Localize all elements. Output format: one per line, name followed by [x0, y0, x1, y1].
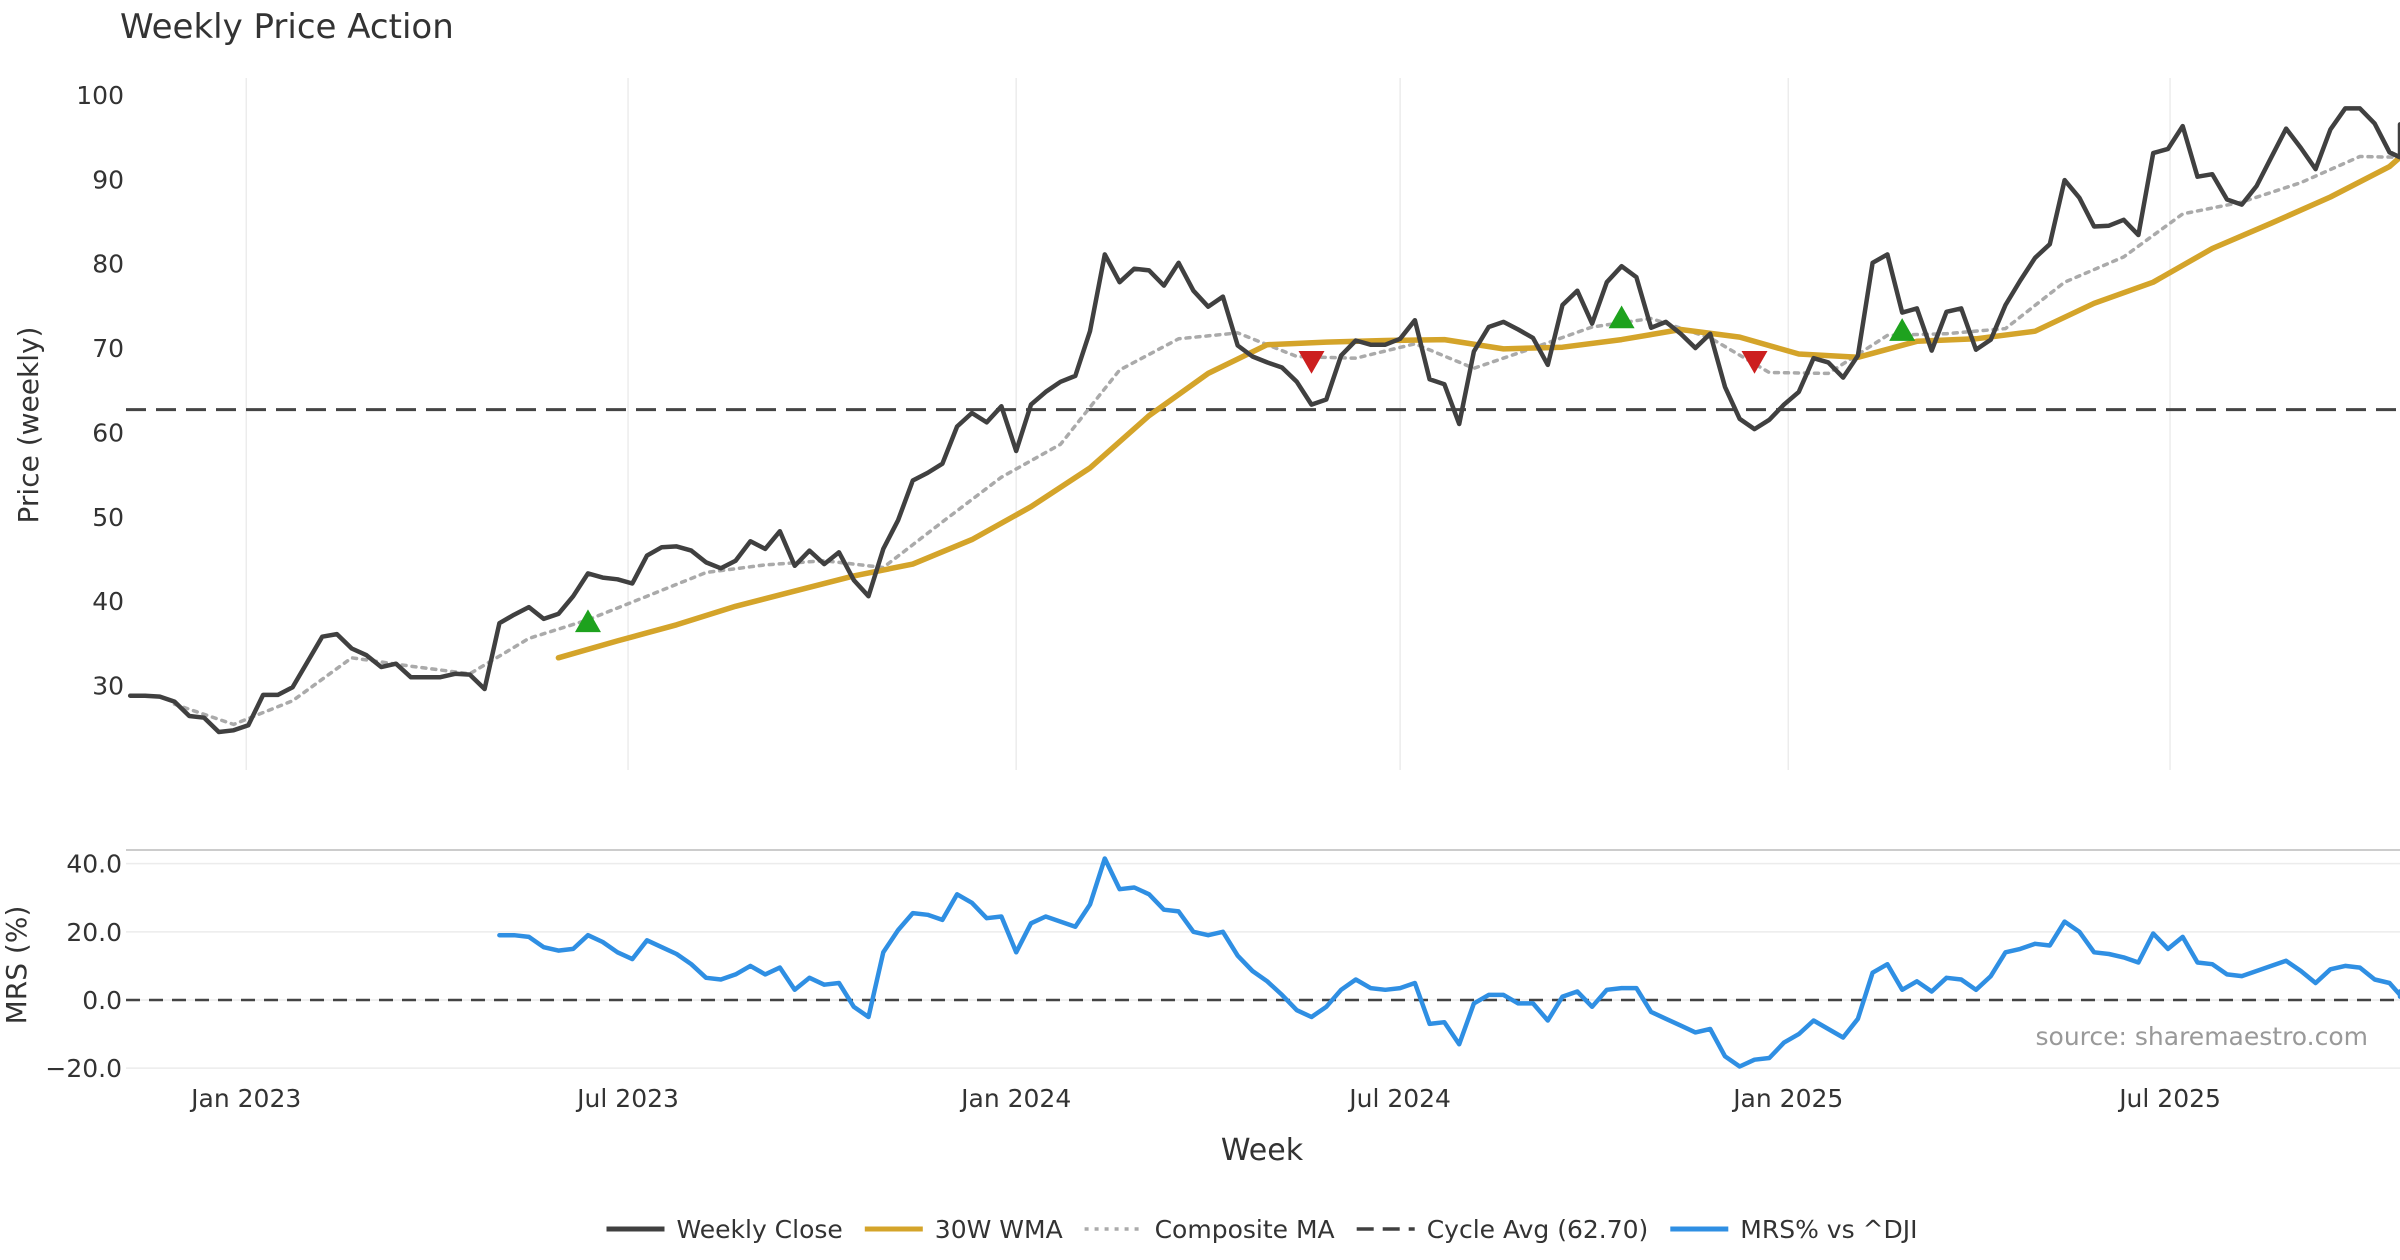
sell-signal-marker-3 — [1741, 350, 1768, 374]
legend-item-0: Weekly Close — [606, 1215, 843, 1244]
main-y-axis-label: Price (weekly) — [12, 327, 45, 524]
main-y-tick-3: 60 — [92, 418, 124, 447]
mrs-y-tick-2: 0.0 — [82, 986, 122, 1015]
x-axis-label: Week — [1221, 1133, 1304, 1168]
legend-item-3: Cycle Avg (62.70) — [1356, 1215, 1649, 1244]
legend-label-4: MRS% vs ^DJI — [1740, 1215, 1917, 1244]
main-y-tick-0: 30 — [92, 672, 124, 701]
legend-item-4: MRS% vs ^DJI — [1670, 1215, 1918, 1244]
x-tick-0: Jan 2023 — [189, 1084, 301, 1113]
legend-label-2: Composite MA — [1155, 1215, 1335, 1244]
mrs-series-group — [497, 856, 2400, 1069]
legend-label-3: Cycle Avg (62.70) — [1427, 1215, 1649, 1244]
legend: Weekly Close 30W WMA Composite MA Cycle Avg… — [606, 1215, 1918, 1244]
main-y-tick-7: 100 — [76, 81, 124, 110]
x-tick-4: Jan 2025 — [1731, 1084, 1843, 1113]
mrs-y-tick-labels: 40.0 20.0 0.0 −20.0 — [45, 850, 122, 1084]
main-y-tick-4: 70 — [92, 334, 124, 363]
x-tick-3: Jul 2024 — [1347, 1084, 1451, 1113]
main-y-tick-labels: 30 40 50 60 70 80 90 100 — [76, 81, 124, 701]
x-tick-1: Jul 2023 — [575, 1084, 679, 1113]
series-weekly-close — [127, 106, 2400, 735]
main-y-tick-5: 80 — [92, 250, 124, 279]
legend-label-1: 30W WMA — [935, 1215, 1063, 1244]
legend-label-0: Weekly Close — [677, 1215, 843, 1244]
source-annotation: source: sharemaestro.com — [2036, 1022, 2369, 1051]
main-series-group — [127, 106, 2400, 735]
buy-signal-marker-4 — [1889, 318, 1916, 341]
x-tick-2: Jan 2024 — [959, 1084, 1071, 1113]
series-30w-wma — [555, 154, 2400, 661]
sell-signal-marker-1 — [1298, 350, 1325, 374]
signal-markers — [574, 305, 1916, 633]
main-grid — [245, 78, 2171, 770]
series-mrs-vs-dji — [497, 856, 2400, 1069]
mrs-y-axis-label: MRS (%) — [0, 906, 33, 1025]
legend-item-1: 30W WMA — [864, 1215, 1063, 1244]
main-y-tick-6: 90 — [92, 165, 124, 194]
buy-signal-marker-0 — [574, 609, 601, 633]
legend-item-2: Composite MA — [1084, 1215, 1335, 1244]
main-y-tick-2: 50 — [92, 503, 124, 532]
mrs-y-tick-3: −20.0 — [45, 1054, 122, 1083]
main-y-tick-1: 40 — [92, 587, 124, 616]
x-tick-labels: Jan 2023 Jul 2023 Jan 2024 Jul 2024 Jan 2025… — [189, 1084, 2221, 1113]
series-composite-ma — [172, 154, 2400, 727]
mrs-y-tick-0: 40.0 — [66, 850, 122, 879]
mrs-y-tick-1: 20.0 — [66, 918, 122, 947]
buy-signal-marker-2 — [1608, 305, 1635, 329]
x-tick-5: Jul 2025 — [2117, 1084, 2221, 1113]
chart-title: Weekly Price Action — [120, 7, 454, 47]
